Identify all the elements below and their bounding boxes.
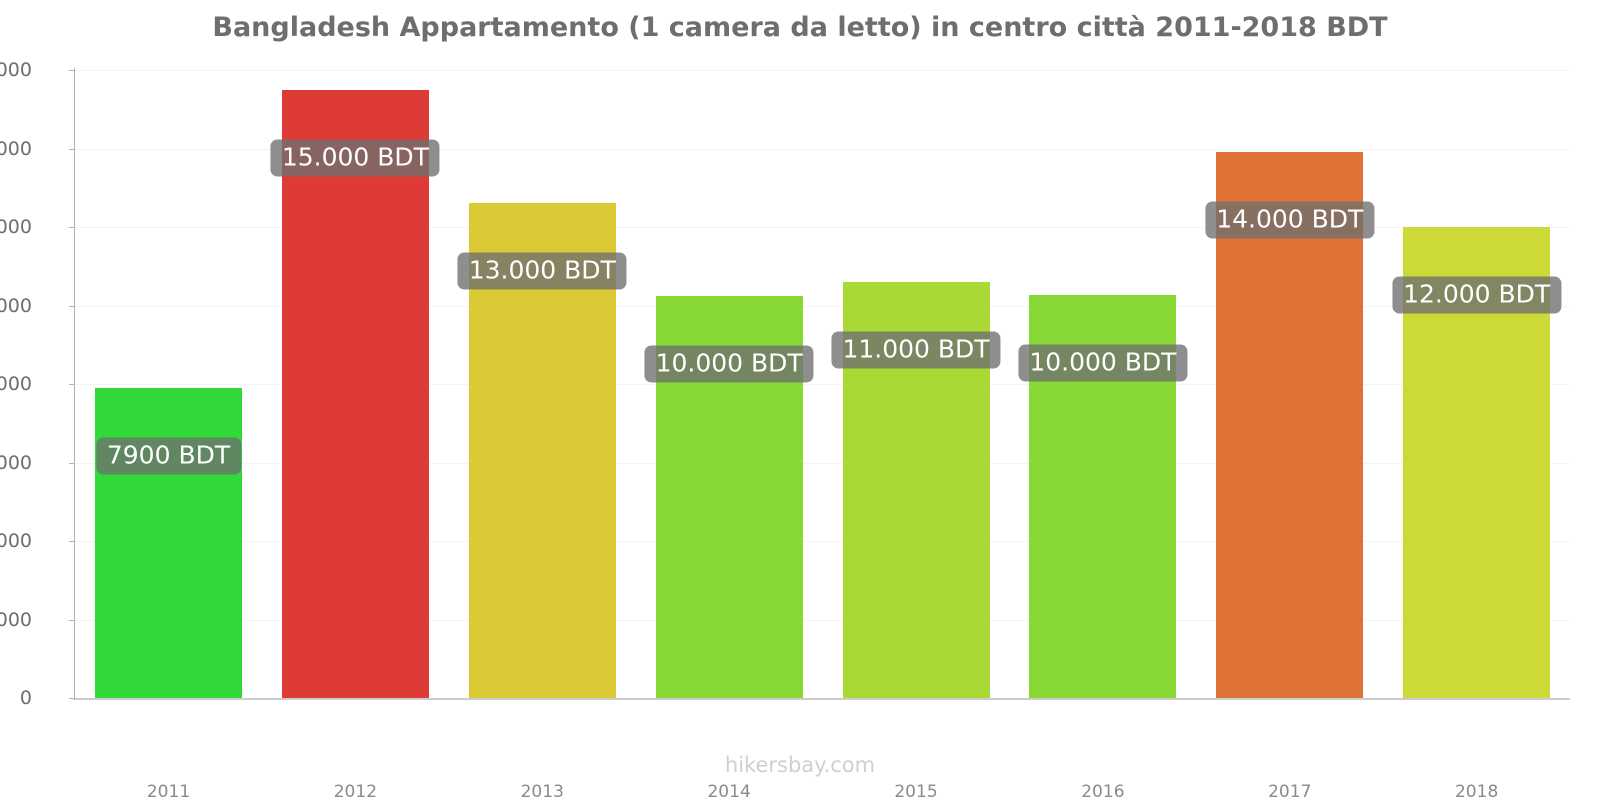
y-axis-tick-mark bbox=[69, 698, 75, 699]
bar-value-label-2011: 7900 BDT bbox=[95, 437, 242, 475]
gridline bbox=[75, 227, 1570, 228]
bar-2012[interactable] bbox=[281, 89, 429, 698]
x-axis-tick-label-2018: 2018 bbox=[1454, 782, 1499, 802]
y-axis-tick-mark bbox=[69, 305, 75, 307]
y-axis-tick-label: 2000 bbox=[0, 608, 32, 631]
y-axis-tick-mark bbox=[69, 384, 75, 385]
y-axis-tick-label: 16000 bbox=[0, 59, 32, 81]
bar-value-label-2012: 15.000 BDT bbox=[270, 139, 440, 177]
y-axis-tick-mark bbox=[69, 462, 75, 464]
gridline bbox=[75, 619, 1570, 621]
x-axis-line bbox=[75, 698, 1570, 700]
y-axis-tick-label: 0 bbox=[19, 687, 32, 709]
footer-watermark: hikersbay.com bbox=[724, 753, 876, 777]
gridline bbox=[75, 70, 1570, 71]
page-title: Bangladesh Appartamento (1 camera da let… bbox=[212, 12, 1388, 43]
x-axis-tick-label-2015: 2015 bbox=[894, 782, 938, 802]
bar-value-label-2015: 11.000 BDT bbox=[831, 331, 1001, 369]
y-axis-tick-label: 4000 bbox=[0, 530, 32, 552]
y-axis-tick-label: 12000 bbox=[0, 216, 32, 238]
x-axis-tick-label-2013: 2013 bbox=[520, 782, 564, 802]
gridline bbox=[75, 148, 1570, 150]
bar-value-label-2016: 10.000 BDT bbox=[1018, 344, 1188, 381]
gridline bbox=[75, 305, 1570, 307]
bar-value-label-2014: 10.000 BDT bbox=[644, 345, 814, 383]
y-axis-tick-label: 6000 bbox=[0, 451, 32, 474]
bar-2017[interactable] bbox=[1216, 152, 1364, 698]
y-axis-tick-mark bbox=[69, 619, 75, 621]
x-axis-tick-label-2016: 2016 bbox=[1081, 782, 1125, 802]
y-axis-tick-label: 14000 bbox=[0, 137, 32, 160]
y-axis-tick-label: 8000 bbox=[0, 373, 32, 395]
plot-area: 0 2000 4000 6000 8000 10000 12000 14000 16000 20… bbox=[0, 59, 1570, 802]
x-axis-tick-label-2017: 2017 bbox=[1268, 782, 1312, 802]
y-axis-tick-label: 10000 bbox=[0, 294, 32, 317]
bar-value-label-2013: 13.000 BDT bbox=[457, 252, 627, 290]
y-axis-tick-mark bbox=[69, 227, 75, 228]
gridline bbox=[75, 462, 1570, 464]
x-axis-tick-label-2014: 2014 bbox=[707, 782, 751, 802]
y-axis-tick-mark bbox=[69, 70, 75, 71]
bar-2011[interactable] bbox=[95, 387, 242, 698]
gridline bbox=[75, 384, 1570, 385]
y-axis-tick-mark bbox=[69, 541, 75, 542]
y-axis-tick-mark bbox=[69, 148, 75, 150]
gridline bbox=[75, 541, 1570, 542]
x-axis-tick-label-2012: 2012 bbox=[333, 782, 378, 802]
bar-value-label-2018: 12.000 BDT bbox=[1392, 276, 1562, 314]
x-axis-tick-label-2011: 2011 bbox=[146, 782, 191, 802]
bar-value-label-2017: 14.000 BDT bbox=[1205, 201, 1375, 239]
